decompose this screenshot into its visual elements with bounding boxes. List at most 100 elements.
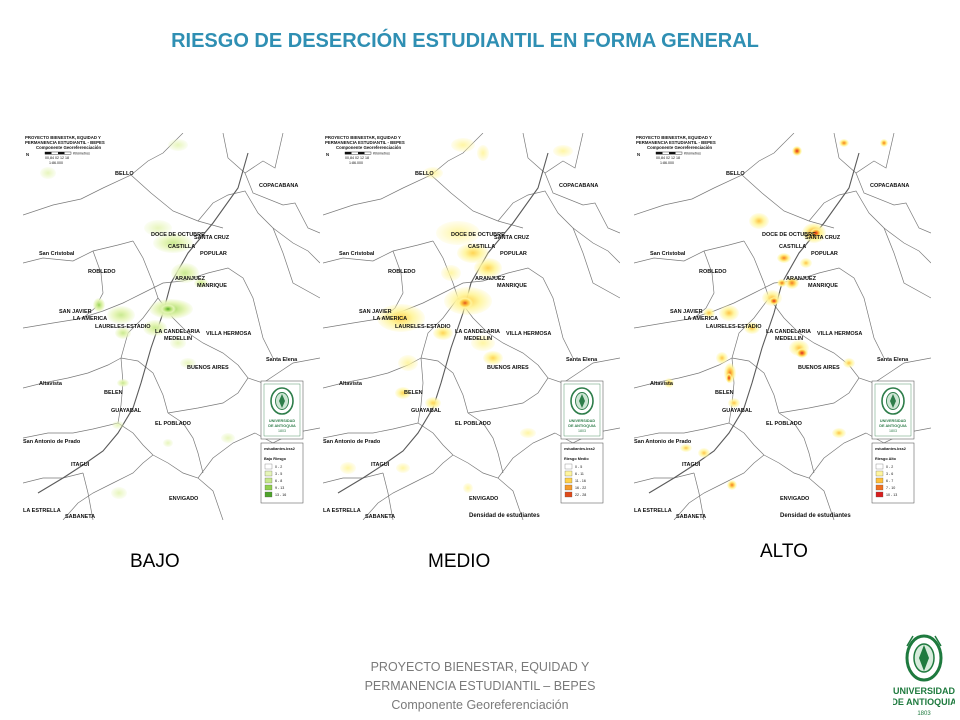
density-surface xyxy=(664,139,888,490)
svg-text:Componente Georeferenciación: Componente Georeferenciación xyxy=(336,145,402,150)
legend-swatch xyxy=(875,463,884,470)
map-header: PROYECTO BIENESTAR, EQUIDAD Y PERMANENCI… xyxy=(25,135,105,165)
place-label-villa_hermosa: VILLA HERMOSA xyxy=(817,331,862,337)
place-label-envigado: ENVIGADO xyxy=(780,496,810,502)
density-hotspot xyxy=(553,145,573,157)
place-label-la_america: LA AMERICA xyxy=(684,316,718,322)
place-label-belen: BELEN xyxy=(104,390,123,396)
legend-class: 0 - 2 xyxy=(886,465,893,469)
legend-class: 6 - 8 xyxy=(275,479,282,483)
place-label-doce: DOCE DE OCTUBRE xyxy=(762,232,816,238)
place-label-santa_elena: Santa Elena xyxy=(877,357,909,363)
density-hotspot xyxy=(117,379,129,387)
place-label-buenos_aires: BUENOS AIRES xyxy=(798,365,840,371)
place-label-aranjuez: ARANJUEZ xyxy=(175,276,206,282)
density-hotspot xyxy=(340,462,356,474)
place-label-candelaria: LA CANDELARIA xyxy=(455,329,500,335)
density-hotspot xyxy=(180,358,196,368)
legend-swatch xyxy=(264,491,273,498)
density-hotspot xyxy=(40,167,56,179)
place-label-el_poblado: EL POBLADO xyxy=(455,421,492,427)
place-label-medellin: MEDELLIN xyxy=(464,336,492,342)
svg-text:PERMANENCIA ESTUDIANTIL - BEPE: PERMANENCIA ESTUDIANTIL - BEPES xyxy=(25,140,105,145)
river xyxy=(37,152,249,494)
place-label-copacabana: COPACABANA xyxy=(559,183,598,189)
place-label-san_antonio: San Antonio de Prado xyxy=(23,439,81,445)
svg-text:DE ANTIOQUIA: DE ANTIOQUIA xyxy=(879,424,907,428)
place-label-santa_cruz: SANTA CRUZ xyxy=(494,235,530,241)
map-legend: estudiantes.bss2 Riesgo Medio 0 - 5 6 - 1… xyxy=(560,442,604,504)
map-header: PROYECTO BIENESTAR, EQUIDAD Y PERMANENCI… xyxy=(325,135,405,165)
density-hotspot xyxy=(477,145,489,161)
density-hotspot xyxy=(727,480,737,490)
svg-text:DE ANTIOQUIA: DE ANTIOQUIA xyxy=(568,424,596,428)
svg-text:Riesgo Alto: Riesgo Alto xyxy=(875,457,897,461)
place-label-doce: DOCE DE OCTUBRE xyxy=(151,232,205,238)
svg-text:PROYECTO BIENESTAR, EQUIDAD Y: PROYECTO BIENESTAR, EQUIDAD Y xyxy=(325,135,401,140)
density-hotspot xyxy=(194,278,208,288)
place-label-villa_hermosa: VILLA HERMOSA xyxy=(206,331,251,337)
legend-class: 3 - 6 xyxy=(886,472,893,476)
footer-line-3: Componente Georeferenciación xyxy=(391,698,569,712)
svg-text:1803: 1803 xyxy=(889,429,897,433)
place-label-san_antonio: San Antonio de Prado xyxy=(634,439,692,445)
density-hotspot xyxy=(726,373,732,383)
place-label-itagui: ITAGUI xyxy=(682,462,701,468)
place-label-robledo: ROBLEDO xyxy=(699,269,727,275)
university-logo: UNIVERSIDAD DE ANTIOQUIA 1803 xyxy=(871,380,915,440)
logo-line-2: DE ANTIOQUIA xyxy=(893,697,955,707)
svg-text:DE ANTIOQUIA: DE ANTIOQUIA xyxy=(268,424,296,428)
place-label-altavista: Altavista xyxy=(650,381,674,387)
place-label-la_estrella: LA ESTRELLA xyxy=(634,508,672,514)
legend-class: 22 - 28 xyxy=(575,493,586,497)
caption-alto: ALTO xyxy=(760,541,808,562)
place-label-san_antonio: San Antonio de Prado xyxy=(323,439,381,445)
density-hotspot xyxy=(749,213,769,229)
place-label-aranjuez: ARANJUEZ xyxy=(475,276,506,282)
place-label-bello: BELLO xyxy=(415,171,434,177)
north-arrow: N xyxy=(637,152,640,157)
density-hotspot xyxy=(698,448,710,458)
density-hotspot xyxy=(221,433,235,443)
legend-swatch xyxy=(564,463,573,470)
legend-swatch xyxy=(264,477,273,484)
legend-class: 6 - 11 xyxy=(575,472,584,476)
place-label-buenos_aires: BUENOS AIRES xyxy=(487,365,529,371)
svg-text:PROYECTO BIENESTAR, EQUIDAD Y: PROYECTO BIENESTAR, EQUIDAD Y xyxy=(25,135,101,140)
place-label-belen: BELEN xyxy=(404,390,423,396)
place-label-manrique: MANRIQUE xyxy=(497,283,527,289)
svg-text:Kilómetros: Kilómetros xyxy=(684,152,701,156)
map-header: PROYECTO BIENESTAR, EQUIDAD Y PERMANENCI… xyxy=(636,135,716,165)
density-hotspot xyxy=(777,253,791,263)
university-logo: UNIVERSIDAD DE ANTIOQUIA 1803 xyxy=(560,380,604,440)
place-label-robledo: ROBLEDO xyxy=(88,269,116,275)
density-hotspot xyxy=(839,139,849,147)
svg-text:UNIVERSIDAD: UNIVERSIDAD xyxy=(569,419,595,423)
place-label-san_javier: SAN JAVIER xyxy=(359,309,392,315)
density-hotspot xyxy=(810,228,822,238)
place-label-popular: POPULAR xyxy=(200,251,227,257)
density-hotspot xyxy=(143,320,167,336)
density-hotspot xyxy=(474,258,502,278)
map-legend: estudiantes.bss2 Bajo Riesgo 0 - 2 3 - 5 6… xyxy=(260,442,304,504)
density-hotspot xyxy=(170,337,186,349)
density-hotspot xyxy=(144,220,172,236)
map-alto: BELLO COPACABANA DOCE DE OCTUBRE SANTA CRUZ… xyxy=(634,133,931,520)
map-legend: estudiantes.bss2 Riesgo Alto 0 - 2 3 - 6 6… xyxy=(871,442,915,504)
density-surface xyxy=(40,139,235,499)
density-hotspot xyxy=(520,428,536,438)
place-label-medellin: MEDELLIN xyxy=(775,336,803,342)
density-hotspot xyxy=(832,428,846,438)
density-hotspot xyxy=(785,277,799,289)
place-label-la_estrella: LA ESTRELLA xyxy=(23,508,61,514)
density-hotspot xyxy=(719,305,739,321)
svg-text:PERMANENCIA ESTUDIANTIL - BEPE: PERMANENCIA ESTUDIANTIL - BEPES xyxy=(636,140,716,145)
svg-text:Componente Georeferenciación: Componente Georeferenciación xyxy=(647,145,713,150)
legend-class: 13 - 16 xyxy=(275,493,286,497)
legend-swatch xyxy=(875,477,884,484)
legend-swatch xyxy=(264,484,273,491)
svg-text:Kilómetros: Kilómetros xyxy=(373,152,390,156)
